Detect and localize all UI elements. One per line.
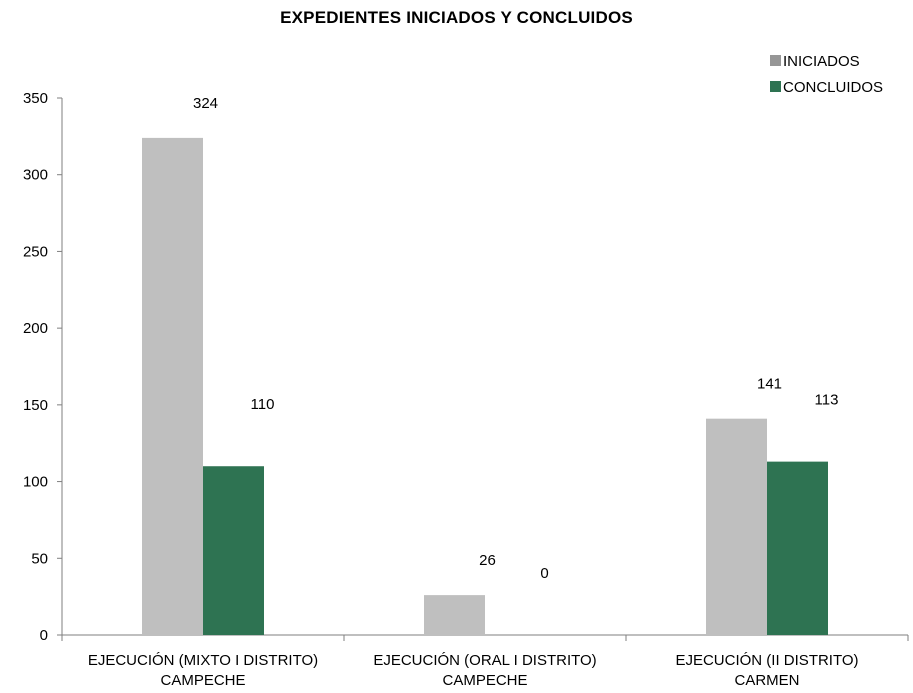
y-tick-label: 150 xyxy=(23,397,48,414)
category-label: EJECUCIÓN (MIXTO I DISTRITO) xyxy=(88,652,318,669)
axes: 0 50 100 150 200 250 300 350 EJECUCIÓN (MIXTO I … xyxy=(23,90,909,689)
legend-label-iniciados: INICIADOS xyxy=(783,53,860,70)
category-label: CAMPECHE xyxy=(160,672,245,689)
data-label-iniciados-1: 26 xyxy=(479,552,496,569)
data-label-concluidos-0: 110 xyxy=(251,396,275,413)
legend: INICIADOS CONCLUIDOS xyxy=(770,53,883,96)
y-tick-label: 100 xyxy=(23,474,48,491)
data-label-concluidos-2: 113 xyxy=(815,392,839,409)
category-label: CAMPECHE xyxy=(442,672,527,689)
y-tick-label: 50 xyxy=(31,550,48,567)
bar-iniciados-0 xyxy=(142,137,203,636)
category-label: EJECUCIÓN (ORAL I DISTRITO) xyxy=(373,652,596,669)
category-label: EJECUCIÓN (II DISTRITO) xyxy=(675,652,858,669)
y-tick-label: 0 xyxy=(40,627,48,644)
y-tick-label: 300 xyxy=(23,167,48,184)
legend-swatch-concluidos xyxy=(770,81,781,92)
bar-iniciados-1 xyxy=(424,595,485,635)
data-labels: 324 110 26 0 141 113 xyxy=(193,95,838,582)
data-label-iniciados-2: 141 xyxy=(757,376,782,393)
bar-iniciados-2 xyxy=(706,418,767,635)
y-tick-label: 350 xyxy=(23,90,48,107)
bars xyxy=(142,137,828,636)
legend-swatch-iniciados xyxy=(770,55,781,66)
bar-concluidos-2 xyxy=(767,461,828,635)
chart-title: EXPEDIENTES INICIADOS Y CONCLUIDOS xyxy=(280,8,633,27)
bar-concluidos-0 xyxy=(203,466,264,635)
y-tick-label: 200 xyxy=(23,320,48,337)
data-label-concluidos-1: 0 xyxy=(540,565,548,582)
y-tick-label: 250 xyxy=(23,243,48,260)
legend-label-concluidos: CONCLUIDOS xyxy=(783,79,883,96)
data-label-iniciados-0: 324 xyxy=(193,95,218,112)
category-label: CARMEN xyxy=(734,672,799,689)
